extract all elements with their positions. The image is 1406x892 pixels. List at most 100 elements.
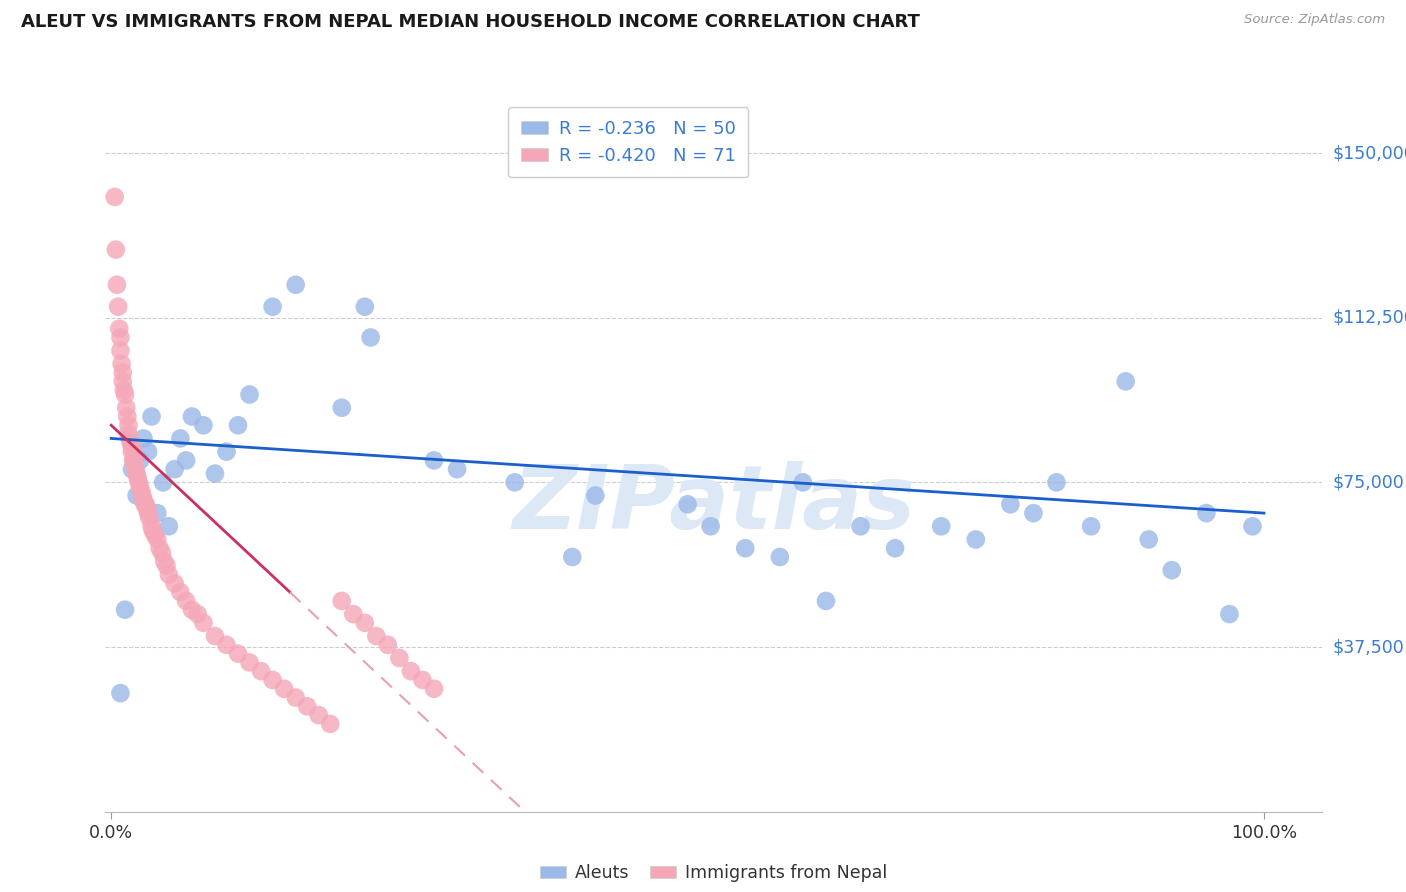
Point: [141, 519, 163, 533]
Point: [792, 475, 814, 490]
Point: [141, 409, 163, 424]
Text: $112,500: $112,500: [1333, 309, 1406, 326]
Point: [104, 190, 127, 204]
Point: [503, 475, 526, 490]
Point: [699, 519, 721, 533]
Point: [284, 277, 307, 292]
Text: $150,000: $150,000: [1333, 144, 1406, 162]
Point: [215, 444, 238, 458]
Point: [125, 467, 148, 481]
Point: [377, 638, 399, 652]
Point: [180, 409, 202, 424]
Text: ZIPatlas: ZIPatlas: [512, 461, 915, 549]
Text: Source: ZipAtlas.com: Source: ZipAtlas.com: [1244, 13, 1385, 27]
Point: [583, 489, 606, 503]
Point: [163, 576, 186, 591]
Point: [114, 387, 136, 401]
Point: [128, 475, 150, 490]
Point: [129, 484, 152, 499]
Point: [131, 489, 153, 503]
Point: [193, 418, 215, 433]
Point: [124, 462, 146, 476]
Point: [187, 607, 209, 621]
Point: [411, 673, 433, 687]
Point: [284, 690, 307, 705]
Point: [132, 432, 155, 446]
Point: [163, 462, 186, 476]
Point: [122, 453, 145, 467]
Point: [1115, 375, 1137, 389]
Point: [399, 664, 422, 678]
Point: [117, 409, 139, 424]
Point: [1022, 506, 1045, 520]
Point: [121, 440, 143, 454]
Point: [319, 717, 342, 731]
Point: [1080, 519, 1102, 533]
Point: [769, 549, 792, 564]
Point: [110, 330, 132, 344]
Point: [423, 681, 446, 696]
Point: [1045, 475, 1067, 490]
Point: [157, 519, 180, 533]
Point: [157, 567, 180, 582]
Point: [155, 558, 177, 573]
Point: [122, 453, 145, 467]
Point: [193, 615, 215, 630]
Text: $37,500: $37,500: [1333, 638, 1405, 656]
Point: [136, 506, 159, 520]
Point: [105, 277, 128, 292]
Point: [273, 681, 295, 696]
Text: ALEUT VS IMMIGRANTS FROM NEPAL MEDIAN HOUSEHOLD INCOME CORRELATION CHART: ALEUT VS IMMIGRANTS FROM NEPAL MEDIAN HO…: [21, 13, 920, 31]
Point: [250, 664, 273, 678]
Point: [136, 501, 159, 516]
Point: [204, 629, 226, 643]
Point: [150, 546, 173, 560]
Point: [366, 629, 388, 643]
Legend: Aleuts, Immigrants from Nepal: Aleuts, Immigrants from Nepal: [533, 857, 894, 888]
Point: [134, 497, 156, 511]
Point: [929, 519, 952, 533]
Point: [561, 549, 583, 564]
Point: [107, 300, 129, 314]
Point: [117, 418, 139, 433]
Point: [342, 607, 364, 621]
Point: [308, 708, 330, 723]
Point: [204, 467, 226, 481]
Point: [814, 594, 837, 608]
Point: [117, 427, 139, 442]
Point: [965, 533, 987, 547]
Point: [423, 453, 446, 467]
Point: [125, 489, 148, 503]
Point: [115, 401, 138, 415]
Point: [149, 541, 172, 556]
Point: [122, 458, 145, 472]
Point: [114, 603, 136, 617]
Point: [136, 444, 159, 458]
Point: [118, 432, 141, 446]
Point: [262, 673, 284, 687]
Point: [108, 321, 131, 335]
Point: [676, 497, 699, 511]
Point: [120, 435, 142, 450]
Point: [112, 383, 135, 397]
Point: [295, 699, 318, 714]
Point: [143, 528, 166, 542]
Point: [1241, 519, 1264, 533]
Text: $75,000: $75,000: [1333, 474, 1405, 491]
Point: [132, 492, 155, 507]
Point: [138, 510, 160, 524]
Point: [1195, 506, 1218, 520]
Point: [1160, 563, 1182, 577]
Point: [127, 471, 149, 485]
Point: [180, 603, 202, 617]
Point: [135, 497, 157, 511]
Point: [446, 462, 468, 476]
Point: [111, 366, 134, 380]
Point: [360, 330, 382, 344]
Point: [330, 401, 353, 415]
Point: [169, 432, 191, 446]
Point: [330, 594, 353, 608]
Point: [884, 541, 907, 556]
Point: [353, 615, 375, 630]
Point: [174, 453, 197, 467]
